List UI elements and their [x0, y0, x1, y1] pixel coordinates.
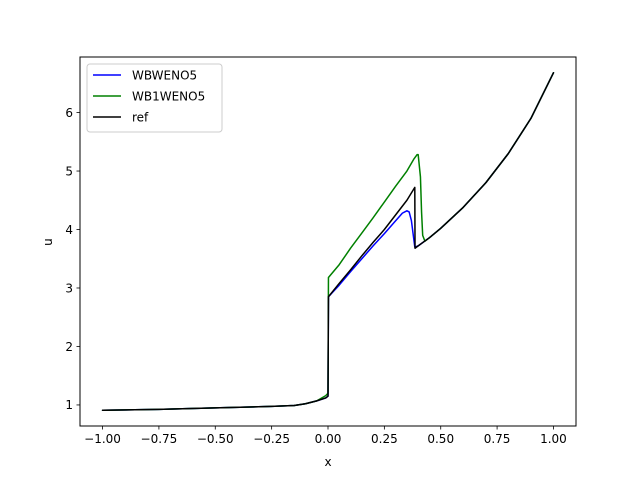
x-tick-label: −0.75	[141, 432, 178, 446]
x-tick-label: 1.00	[540, 432, 567, 446]
x-axis-label: x	[324, 455, 331, 469]
y-tick-label: 5	[65, 164, 73, 178]
x-tick-label: 0.25	[371, 432, 398, 446]
x-tick-label: 0.75	[484, 432, 511, 446]
y-tick-label: 2	[65, 340, 73, 354]
series-line-2	[101, 72, 555, 411]
legend: WBWENO5 WB1WENO5 ref	[86, 63, 223, 133]
x-tick-label: −1.00	[84, 432, 121, 446]
y-tick-label: 6	[65, 106, 73, 120]
x-axis-ticks: −1.00 −0.75 −0.50 −0.25 0.00 0.25 0.50 0.75 1.00	[84, 426, 567, 446]
legend-box	[86, 63, 223, 133]
y-axis-label: u	[41, 238, 55, 246]
legend-label-0: WBWENO5	[132, 68, 197, 82]
x-tick-label: 0.50	[427, 432, 454, 446]
legend-label-2: ref	[132, 110, 149, 124]
series-layer	[101, 72, 555, 411]
y-tick-label: 1	[65, 398, 73, 412]
y-tick-label: 4	[65, 223, 73, 237]
y-axis-ticks: 1 2 3 4 5 6	[65, 106, 80, 412]
y-tick-label: 3	[65, 281, 73, 295]
x-tick-label: −0.50	[197, 432, 234, 446]
legend-label-1: WB1WENO5	[132, 89, 205, 103]
x-tick-label: 0.00	[315, 432, 342, 446]
x-tick-label: −0.25	[253, 432, 290, 446]
